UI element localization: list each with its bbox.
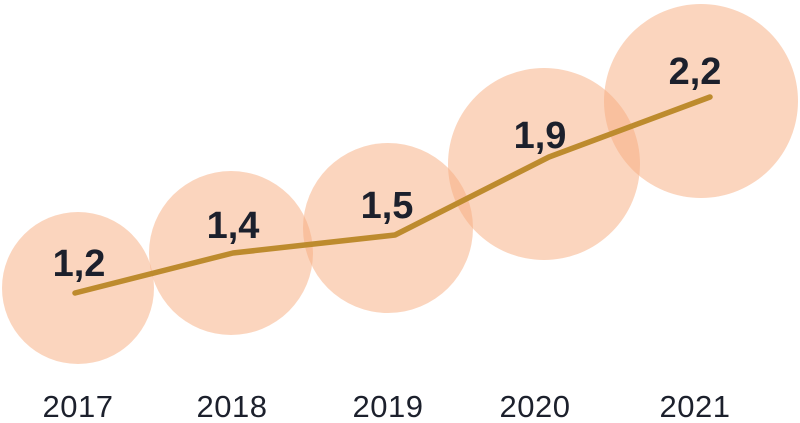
bubble-2017 bbox=[2, 212, 154, 364]
year-label-2018: 2018 bbox=[197, 389, 268, 423]
value-label-2021: 2,2 bbox=[669, 51, 722, 93]
year-label-2020: 2020 bbox=[500, 389, 571, 423]
value-label-2017: 1,2 bbox=[53, 243, 106, 285]
value-label-2018: 1,4 bbox=[207, 205, 260, 247]
year-label-2021: 2021 bbox=[660, 389, 731, 423]
bubble-group bbox=[2, 4, 798, 364]
x-axis-labels: 2017 2018 2019 2020 2021 bbox=[43, 389, 731, 423]
trend-line bbox=[72, 94, 713, 296]
year-label-2019: 2019 bbox=[353, 389, 424, 423]
bubble-2019 bbox=[303, 143, 473, 313]
value-label-2020: 1,9 bbox=[514, 115, 567, 157]
year-label-2017: 2017 bbox=[43, 389, 114, 423]
value-label-2019: 1,5 bbox=[361, 185, 414, 227]
bubble-2020 bbox=[448, 68, 640, 260]
value-label-group: 1,2 1,4 1,5 1,9 2,2 bbox=[53, 51, 722, 285]
